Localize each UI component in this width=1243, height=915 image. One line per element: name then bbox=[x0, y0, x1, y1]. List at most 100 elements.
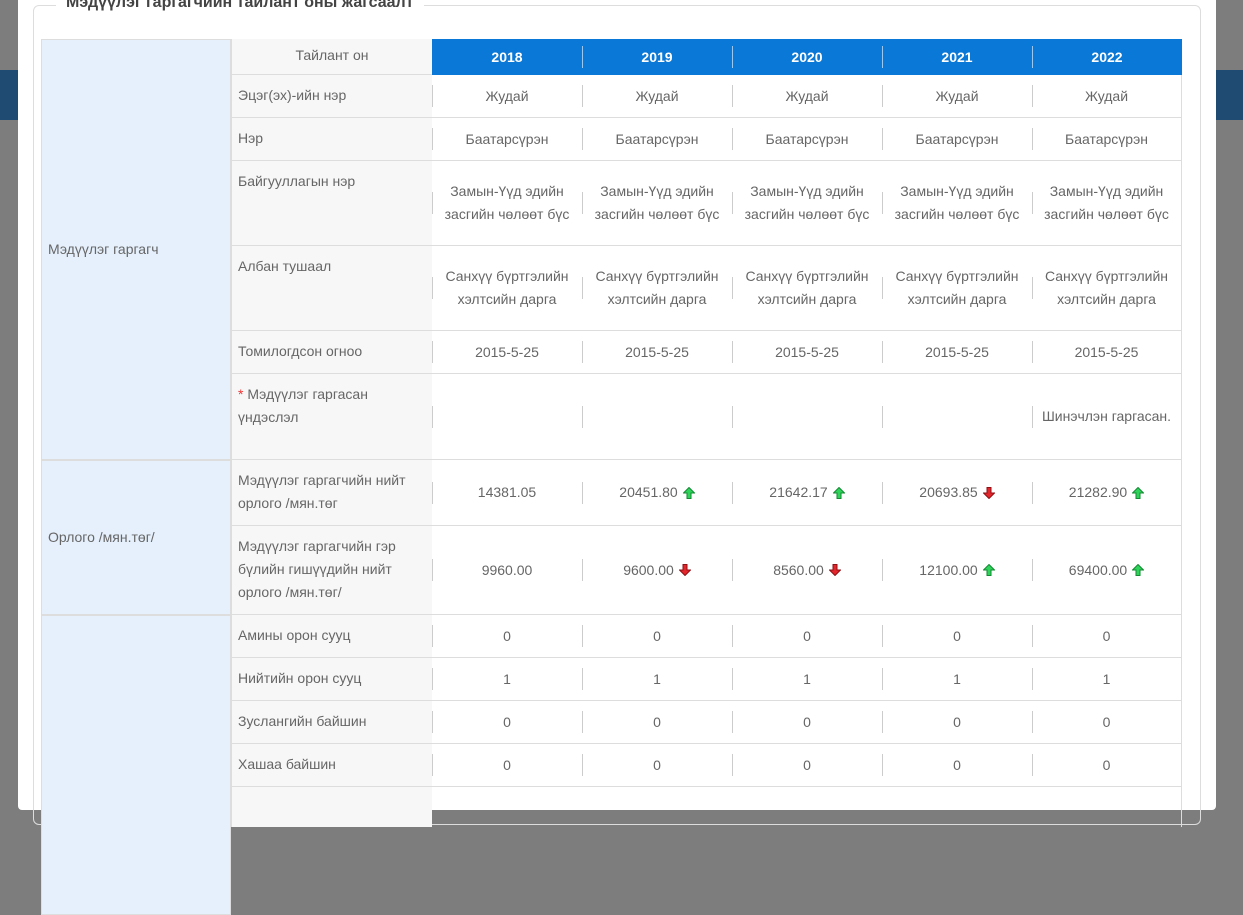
value: Жудай bbox=[785, 87, 829, 104]
value-cell bbox=[432, 374, 582, 460]
label-text: Томилогдсон огноо bbox=[238, 343, 363, 359]
value: Шинэчлэн гаргасан. bbox=[1041, 408, 1172, 424]
value-cell: Баатарсүрэн bbox=[582, 118, 732, 161]
row-label: Хашаа байшин bbox=[231, 744, 432, 787]
value: 9960.00 bbox=[481, 561, 533, 578]
value-cell bbox=[732, 787, 882, 827]
value-cell: Баатарсүрэн bbox=[732, 118, 882, 161]
divider bbox=[432, 405, 433, 428]
value-cell: 0 bbox=[882, 701, 1032, 744]
divider bbox=[1032, 405, 1033, 428]
divider bbox=[1032, 85, 1033, 107]
group-label: Орлого /мян.төг/ bbox=[41, 460, 231, 615]
value-cell: Шинэчлэн гаргасан. bbox=[1032, 374, 1182, 460]
divider bbox=[1032, 341, 1033, 363]
row-label: Эцэг(эх)-ийн нэр bbox=[231, 75, 432, 118]
year: 2018 bbox=[491, 48, 523, 65]
label-text: Албан тушаал bbox=[238, 258, 332, 274]
divider bbox=[882, 85, 883, 107]
value: 0 bbox=[1102, 713, 1111, 730]
label-text: Байгууллагын нэр bbox=[238, 173, 356, 189]
value: Санхүү бүртгэлийн хэлтсийн дарга bbox=[1044, 268, 1169, 307]
required-mark: * bbox=[238, 386, 244, 402]
divider bbox=[582, 711, 583, 733]
divider bbox=[582, 754, 583, 776]
divider bbox=[582, 405, 583, 428]
row-label: * Мэдүүлэг гаргасан үндэслэл bbox=[231, 374, 432, 460]
value-cell: Замын-Үүд эдийн засгийн чөлөөт бүс bbox=[882, 161, 1032, 246]
value-cell: Замын-Үүд эдийн засгийн чөлөөт бүс bbox=[732, 161, 882, 246]
header-label: Тайлант он bbox=[231, 39, 432, 75]
value: 0 bbox=[953, 713, 961, 730]
divider bbox=[1032, 754, 1033, 776]
divider bbox=[732, 711, 733, 733]
value-cell: 14381.05 bbox=[432, 460, 582, 526]
divider bbox=[432, 192, 433, 214]
value-cell: Санхүү бүртгэлийн хэлтсийн дарга bbox=[1032, 246, 1182, 331]
divider bbox=[432, 85, 433, 107]
value: Баатарсүрэн bbox=[615, 130, 699, 147]
divider bbox=[732, 128, 733, 150]
value: 0 bbox=[803, 756, 811, 773]
arrow-up bbox=[1132, 564, 1145, 576]
arrow-down bbox=[678, 564, 691, 576]
label-text: Мэдүүлэг гаргасан үндэслэл bbox=[238, 386, 368, 425]
value-cell: 0 bbox=[432, 701, 582, 744]
value-cell: 1 bbox=[1032, 658, 1182, 701]
divider bbox=[732, 341, 733, 363]
divider bbox=[882, 625, 883, 647]
row-label: Албан тушаал bbox=[231, 246, 432, 331]
row-label: Томилогдсон огноо bbox=[231, 331, 432, 374]
divider bbox=[882, 481, 883, 504]
label-text: Нийтийн орон сууц bbox=[238, 670, 362, 686]
value: 21282.90 bbox=[1068, 484, 1128, 500]
group-label: Мэдүүлэг гаргагч bbox=[41, 39, 231, 460]
year-header: 2020 bbox=[732, 39, 882, 75]
table: Тайлант он 2018 2019 2020 2021 2022 Мэдүүлэг г… bbox=[41, 39, 1183, 915]
value: 0 bbox=[653, 713, 661, 730]
value-cell: 0 bbox=[882, 615, 1032, 658]
divider bbox=[732, 85, 733, 107]
divider bbox=[882, 668, 883, 690]
value-cell bbox=[432, 787, 582, 827]
divider bbox=[882, 405, 883, 428]
value: Баатарсүрэн bbox=[1065, 130, 1148, 147]
value-cell: Санхүү бүртгэлийн хэлтсийн дарга bbox=[582, 246, 732, 331]
divider bbox=[732, 559, 733, 581]
divider bbox=[582, 46, 583, 68]
arrow-up bbox=[1132, 486, 1145, 499]
divider bbox=[582, 192, 583, 214]
year: 2022 bbox=[1091, 48, 1123, 65]
value-cell: 1 bbox=[582, 658, 732, 701]
year-header: 2022 bbox=[1032, 39, 1182, 75]
divider bbox=[732, 277, 733, 299]
value-cell bbox=[1032, 787, 1182, 827]
value-cell: 0 bbox=[1032, 701, 1182, 744]
value-cell: 69400.00 bbox=[1032, 526, 1182, 615]
value-cell: 0 bbox=[432, 744, 582, 787]
group-title: Орлого /мян.төг/ bbox=[48, 529, 155, 545]
divider bbox=[1032, 192, 1033, 214]
value: 0 bbox=[653, 627, 661, 644]
divider bbox=[432, 559, 433, 581]
value: 1 bbox=[953, 670, 961, 687]
row-label: Мэдүүлэг гаргагчийн гэр бүлийн гишүүдийн… bbox=[231, 526, 432, 615]
arrow-up bbox=[682, 486, 695, 499]
year: 2021 bbox=[941, 48, 973, 65]
divider bbox=[732, 625, 733, 647]
divider bbox=[432, 754, 433, 776]
label-text: Зуслангийн байшин bbox=[238, 713, 367, 729]
value: Санхүү бүртгэлийн хэлтсийн дарга bbox=[445, 268, 569, 307]
value: 9600.00 bbox=[623, 561, 674, 578]
value: 1 bbox=[1102, 670, 1111, 687]
value: Замын-Үүд эдийн засгийн чөлөөт бүс bbox=[744, 183, 870, 222]
value: 20693.85 bbox=[919, 484, 978, 500]
value: Санхүү бүртгэлийн хэлтсийн дарга bbox=[745, 268, 869, 307]
value-cell: 20693.85 bbox=[882, 460, 1032, 526]
divider bbox=[432, 481, 433, 504]
divider bbox=[732, 405, 733, 428]
value-cell bbox=[732, 374, 882, 460]
divider bbox=[432, 625, 433, 647]
value: Жудай bbox=[935, 87, 979, 104]
label-text: Амины орон сууц bbox=[238, 627, 351, 643]
